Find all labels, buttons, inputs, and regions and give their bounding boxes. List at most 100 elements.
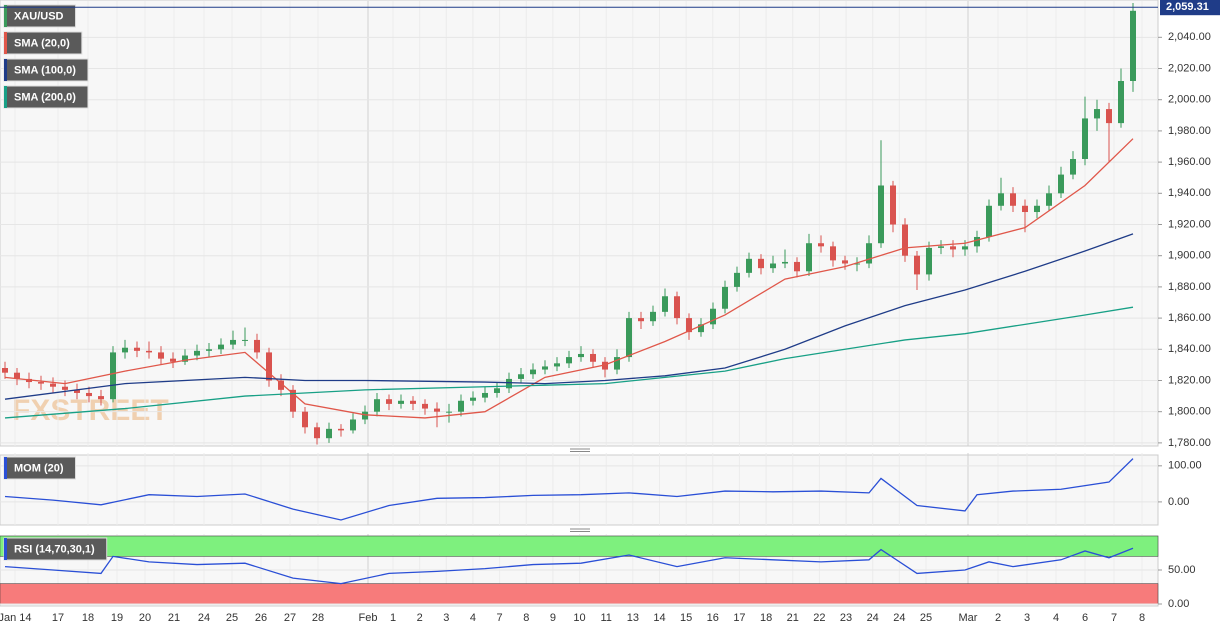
y-tick-label: 1,880.00 xyxy=(1168,281,1211,293)
x-tick-label: 10 xyxy=(573,612,585,624)
x-tick-label: 8 xyxy=(1139,612,1145,624)
candle-body xyxy=(542,366,548,370)
legend-label: SMA (100,0) xyxy=(14,64,76,76)
candle-body xyxy=(518,374,524,379)
panel-handle[interactable] xyxy=(570,448,590,452)
candle-body xyxy=(902,224,908,256)
price-panel xyxy=(0,0,1159,447)
candle-body xyxy=(950,246,956,250)
y-tick-label: 1,840.00 xyxy=(1168,343,1211,355)
candle-body xyxy=(1118,80,1124,124)
candle-body xyxy=(254,339,260,353)
indicator-line xyxy=(4,138,1134,419)
watermark: FXSTREET xyxy=(12,394,169,427)
candle-body xyxy=(1022,205,1028,213)
x-tick-label: 8 xyxy=(523,612,529,624)
candle-body xyxy=(662,296,668,312)
candle-body xyxy=(506,378,512,389)
candle-body xyxy=(386,399,392,404)
candle-body xyxy=(734,272,740,287)
candle-body xyxy=(410,400,416,404)
candle-body xyxy=(302,411,308,428)
x-tick-label: 22 xyxy=(813,612,825,624)
y-tick-label: 0.00 xyxy=(1168,598,1189,610)
x-tick-label: Jan 14 xyxy=(0,612,32,624)
candle-body xyxy=(758,258,764,269)
indicator-line xyxy=(4,458,1134,521)
candle-body xyxy=(794,261,800,272)
y-tick-label: 2,040.00 xyxy=(1168,31,1211,43)
last-price-box xyxy=(1160,0,1220,16)
candle-body xyxy=(674,296,680,319)
x-tick-label: 2 xyxy=(995,612,1001,624)
candle-body xyxy=(446,411,452,413)
x-tick-label: 18 xyxy=(760,612,772,624)
candle-body xyxy=(278,380,284,390)
candle-body xyxy=(242,339,248,341)
candle-body xyxy=(122,347,128,353)
candle-body xyxy=(494,388,500,393)
candle-body xyxy=(578,353,584,358)
x-tick-label: 16 xyxy=(707,612,719,624)
candle-body xyxy=(1010,193,1016,206)
candle-body xyxy=(38,382,44,384)
x-tick-label: 4 xyxy=(1053,612,1059,624)
x-tick-label: 13 xyxy=(627,612,639,624)
x-tick-label: Feb xyxy=(359,612,378,624)
candle-body xyxy=(554,363,560,367)
panel-handle[interactable] xyxy=(570,528,590,532)
x-tick-label: 24 xyxy=(893,612,905,624)
candle-body xyxy=(746,258,752,273)
candle-body xyxy=(986,205,992,237)
y-tick-label: 1,820.00 xyxy=(1168,374,1211,386)
candle-body xyxy=(722,286,728,309)
candle-body xyxy=(818,243,824,247)
candle-body xyxy=(98,396,104,400)
candle-body xyxy=(470,397,476,401)
candle-body xyxy=(338,428,344,431)
candle-body xyxy=(914,255,920,275)
candle-body xyxy=(878,185,884,244)
candle-body xyxy=(194,350,200,356)
x-tick-label: 14 xyxy=(653,612,665,624)
candle-body xyxy=(938,246,944,248)
candle-body xyxy=(710,308,716,325)
x-tick-label: 11 xyxy=(600,612,611,624)
candle-body xyxy=(602,361,608,370)
candle-body xyxy=(50,383,56,387)
x-tick-label: 21 xyxy=(787,612,799,624)
candle-body xyxy=(218,344,224,350)
x-tick-label: 28 xyxy=(312,612,324,624)
legend-label: RSI (14,70,30,1) xyxy=(14,543,95,555)
candle-body xyxy=(350,419,356,431)
candle-body xyxy=(74,389,80,393)
candle-body xyxy=(170,358,176,362)
x-tick-label: 17 xyxy=(733,612,745,624)
indicator-line xyxy=(4,547,1134,585)
panel-1: 0.00 100.00 MOM (20) xyxy=(0,456,1202,521)
y-tick-label: 50.00 xyxy=(1168,564,1196,576)
y-tick-label: 1,860.00 xyxy=(1168,312,1211,324)
candle-body xyxy=(362,411,368,420)
candle-body xyxy=(686,318,692,333)
legend-swatch xyxy=(4,59,7,81)
candle-body xyxy=(854,263,860,265)
candle-body xyxy=(374,399,380,412)
candle-body xyxy=(266,352,272,381)
candle-body xyxy=(806,243,812,272)
x-tick-label: 25 xyxy=(920,612,932,624)
candle-body xyxy=(1058,174,1064,194)
legend-label: MOM (20) xyxy=(14,462,64,474)
x-tick-label: 3 xyxy=(1024,612,1030,624)
candle-body xyxy=(1130,10,1136,81)
x-tick-label: 24 xyxy=(867,612,879,624)
candle-body xyxy=(206,349,212,351)
candle-body xyxy=(770,263,776,269)
candle-body xyxy=(2,368,8,373)
x-tick-label: 9 xyxy=(550,612,556,624)
mom-panel xyxy=(0,454,1159,526)
indicator-line xyxy=(4,233,1134,400)
candle-body xyxy=(1106,109,1112,124)
x-tick-label: 7 xyxy=(1111,612,1117,624)
